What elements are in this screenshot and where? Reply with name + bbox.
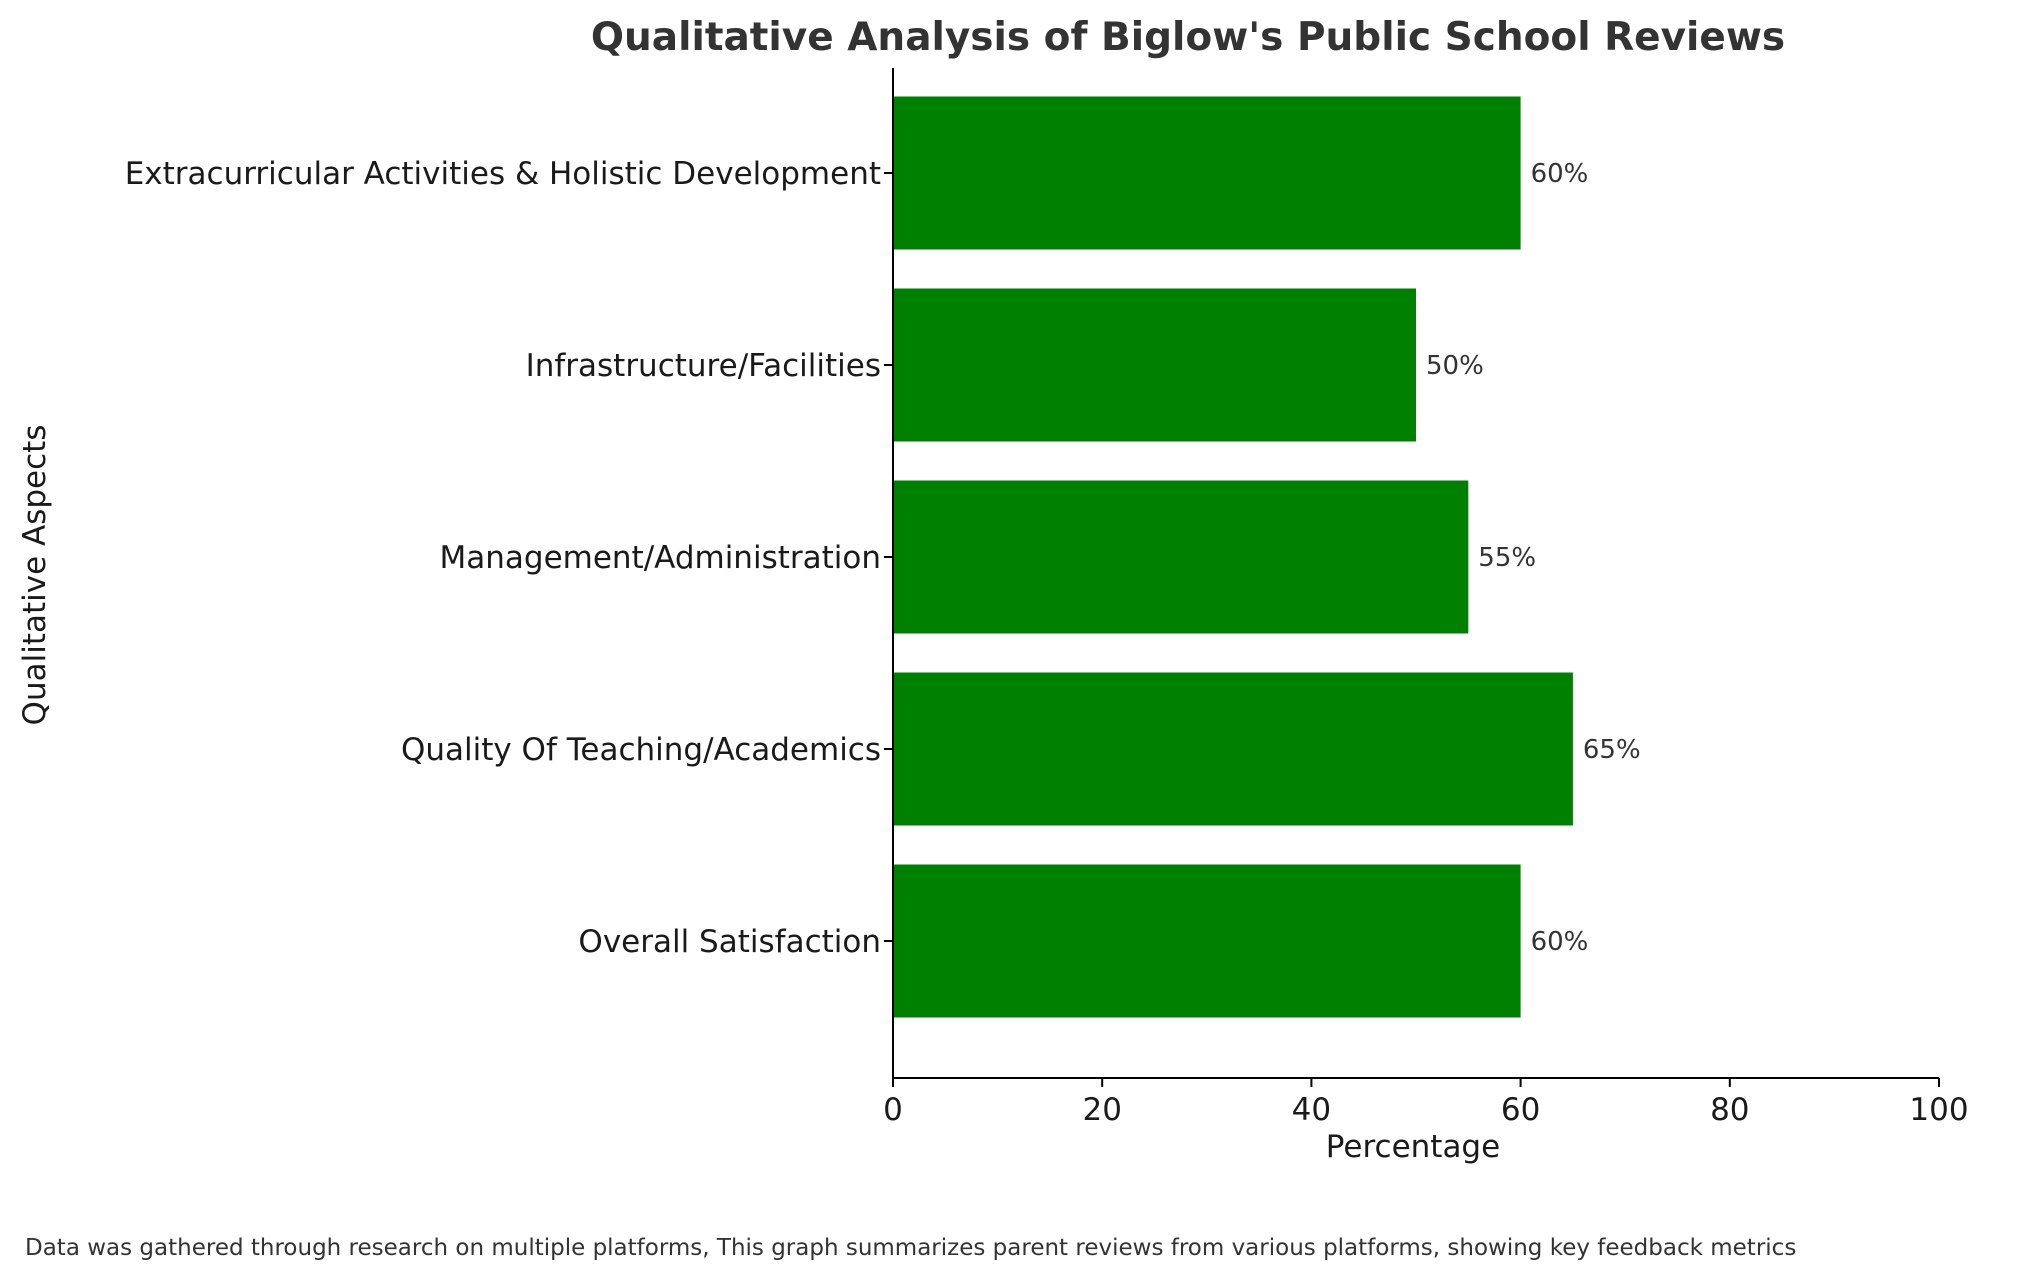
x-tick-label: 100 (1909, 1092, 1968, 1128)
bar (893, 864, 1521, 1018)
bar (893, 96, 1521, 250)
bar (893, 672, 1573, 826)
x-tick-label: 60 (1501, 1092, 1540, 1128)
bar-value-label: 50% (1426, 351, 1484, 381)
y-tick-label: Extracurricular Activities & Holistic De… (125, 156, 881, 192)
y-tick-label: Overall Satisfaction (578, 924, 881, 960)
y-axis-label: Qualitative Aspects (17, 425, 53, 726)
y-tick-label: Infrastructure/Facilities (526, 348, 881, 384)
bar-value-label: 60% (1531, 927, 1589, 957)
x-tick-label: 0 (883, 1092, 903, 1128)
bar (893, 288, 1416, 442)
footnote: Data was gathered through research on mu… (25, 1235, 1796, 1261)
x-tick-label: 40 (1292, 1092, 1331, 1128)
y-tick-label: Management/Administration (440, 540, 882, 576)
bar-value-label: 55% (1478, 543, 1536, 573)
bar-value-label: 60% (1531, 159, 1589, 189)
y-tick-label: Quality Of Teaching/Academics (401, 732, 881, 768)
x-ticks-group: 0 20 40 60 80 100 (883, 1078, 1969, 1128)
x-axis-label: Percentage (1326, 1129, 1500, 1165)
y-ticks-group: Overall Satisfaction Quality Of Teaching/… (125, 156, 893, 960)
bar (893, 480, 1469, 634)
x-tick-label: 80 (1710, 1092, 1749, 1128)
value-labels-group: 60% 65% 55% 50% 60% (1426, 159, 1641, 957)
x-tick-label: 20 (1082, 1092, 1121, 1128)
chart-title: Qualitative Analysis of Biglow's Public … (591, 15, 1785, 60)
bars-group (893, 96, 1573, 1018)
bar-value-label: 65% (1583, 735, 1641, 765)
